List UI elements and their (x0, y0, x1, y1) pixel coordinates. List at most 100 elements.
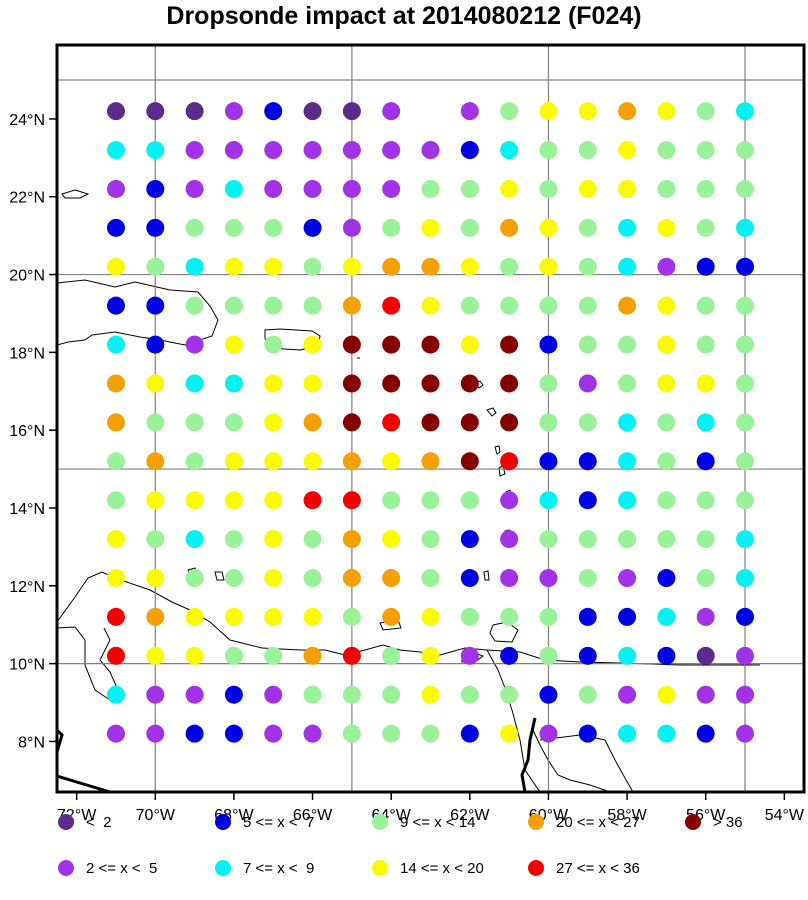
impact-dot (618, 335, 637, 354)
impact-dot (264, 218, 283, 237)
impact-dot (342, 569, 361, 588)
impact-dot (106, 335, 125, 354)
impact-dot (696, 179, 715, 198)
impact-dot (185, 141, 204, 160)
impact-dot (264, 141, 283, 160)
lat-tick-label: 24°N (9, 112, 45, 129)
impact-dot (539, 413, 558, 432)
impact-dot (185, 102, 204, 121)
impact-dot (736, 646, 755, 665)
impact-dot (539, 218, 558, 237)
impact-dot (185, 335, 204, 354)
legend-swatch (58, 814, 74, 830)
impact-dot (106, 296, 125, 315)
impact-dot (106, 179, 125, 198)
impact-dot (539, 646, 558, 665)
impact-dot (185, 569, 204, 588)
impact-dot (342, 530, 361, 549)
impact-dot (342, 491, 361, 510)
legend-item: > 36 (685, 812, 743, 832)
impact-dot (657, 218, 676, 237)
impact-dot (146, 607, 165, 626)
impact-dot (382, 685, 401, 704)
impact-dot (303, 646, 322, 665)
impact-dot (657, 179, 676, 198)
impact-dot (460, 296, 479, 315)
lon-tick-label: 54°W (765, 807, 805, 824)
impact-dot (303, 374, 322, 393)
impact-dot (382, 296, 401, 315)
impact-dot (303, 491, 322, 510)
impact-dot (618, 530, 637, 549)
impact-dot (146, 335, 165, 354)
impact-dot (224, 413, 243, 432)
impact-dot (500, 491, 519, 510)
impact-dot (618, 179, 637, 198)
impact-dot (736, 530, 755, 549)
impact-dot (736, 296, 755, 315)
impact-dot (618, 452, 637, 471)
impact-dot (618, 257, 637, 276)
impact-dot (460, 141, 479, 160)
impact-dot (578, 530, 597, 549)
lon-tick-label: 58°W (607, 807, 647, 824)
impact-dot (460, 452, 479, 471)
impact-dot (264, 296, 283, 315)
map-plot: 72°W 70°W 68°W 66°W 64°W 62°W 60°W 58°W 56°W 54°W… (9, 43, 806, 824)
impact-dot (578, 296, 597, 315)
impact-dot (106, 646, 125, 665)
impact-dot (539, 296, 558, 315)
impact-dot (382, 374, 401, 393)
impact-dot (303, 685, 322, 704)
impact-dot (657, 491, 676, 510)
impact-dot (618, 102, 637, 121)
legend-item: 7 <= x < 9 (215, 858, 314, 878)
impact-dot (578, 374, 597, 393)
impact-dot (578, 646, 597, 665)
impact-dot (657, 646, 676, 665)
impact-dot (618, 646, 637, 665)
impact-dot (264, 569, 283, 588)
impact-dot (460, 413, 479, 432)
impact-dot (342, 452, 361, 471)
impact-dot (539, 569, 558, 588)
lat-tick-label: 8°N (18, 734, 45, 751)
impact-dot (382, 530, 401, 549)
impact-dot (185, 218, 204, 237)
impact-dot (382, 141, 401, 160)
impact-dot (303, 569, 322, 588)
impact-dot (539, 102, 558, 121)
impact-dot (185, 179, 204, 198)
impact-dot (421, 413, 440, 432)
impact-dot (657, 569, 676, 588)
impact-dot (146, 452, 165, 471)
impact-dot (303, 607, 322, 626)
legend-swatch (215, 860, 231, 876)
impact-dot (382, 413, 401, 432)
impact-dot (736, 491, 755, 510)
impact-dot (382, 179, 401, 198)
legend-item: 5 <= x < 7 (215, 812, 314, 832)
impact-dot (618, 685, 637, 704)
impact-dot (106, 530, 125, 549)
impact-dot (657, 374, 676, 393)
impact-dot (342, 141, 361, 160)
impact-dot (264, 374, 283, 393)
impact-dot (224, 141, 243, 160)
impact-dot (539, 530, 558, 549)
impact-dot (224, 374, 243, 393)
impact-dot (303, 257, 322, 276)
impact-dot (696, 685, 715, 704)
impact-dot (224, 218, 243, 237)
impact-dot (696, 607, 715, 626)
impact-dot (578, 335, 597, 354)
impact-dot (185, 646, 204, 665)
impact-dot (146, 179, 165, 198)
impact-dot (264, 335, 283, 354)
impact-dot (696, 452, 715, 471)
lat-tick-label: 16°N (9, 423, 45, 440)
legend-label: 2 <= x < 5 (86, 859, 158, 877)
impact-dot (264, 724, 283, 743)
impact-dot (224, 530, 243, 549)
impact-dot (264, 102, 283, 121)
